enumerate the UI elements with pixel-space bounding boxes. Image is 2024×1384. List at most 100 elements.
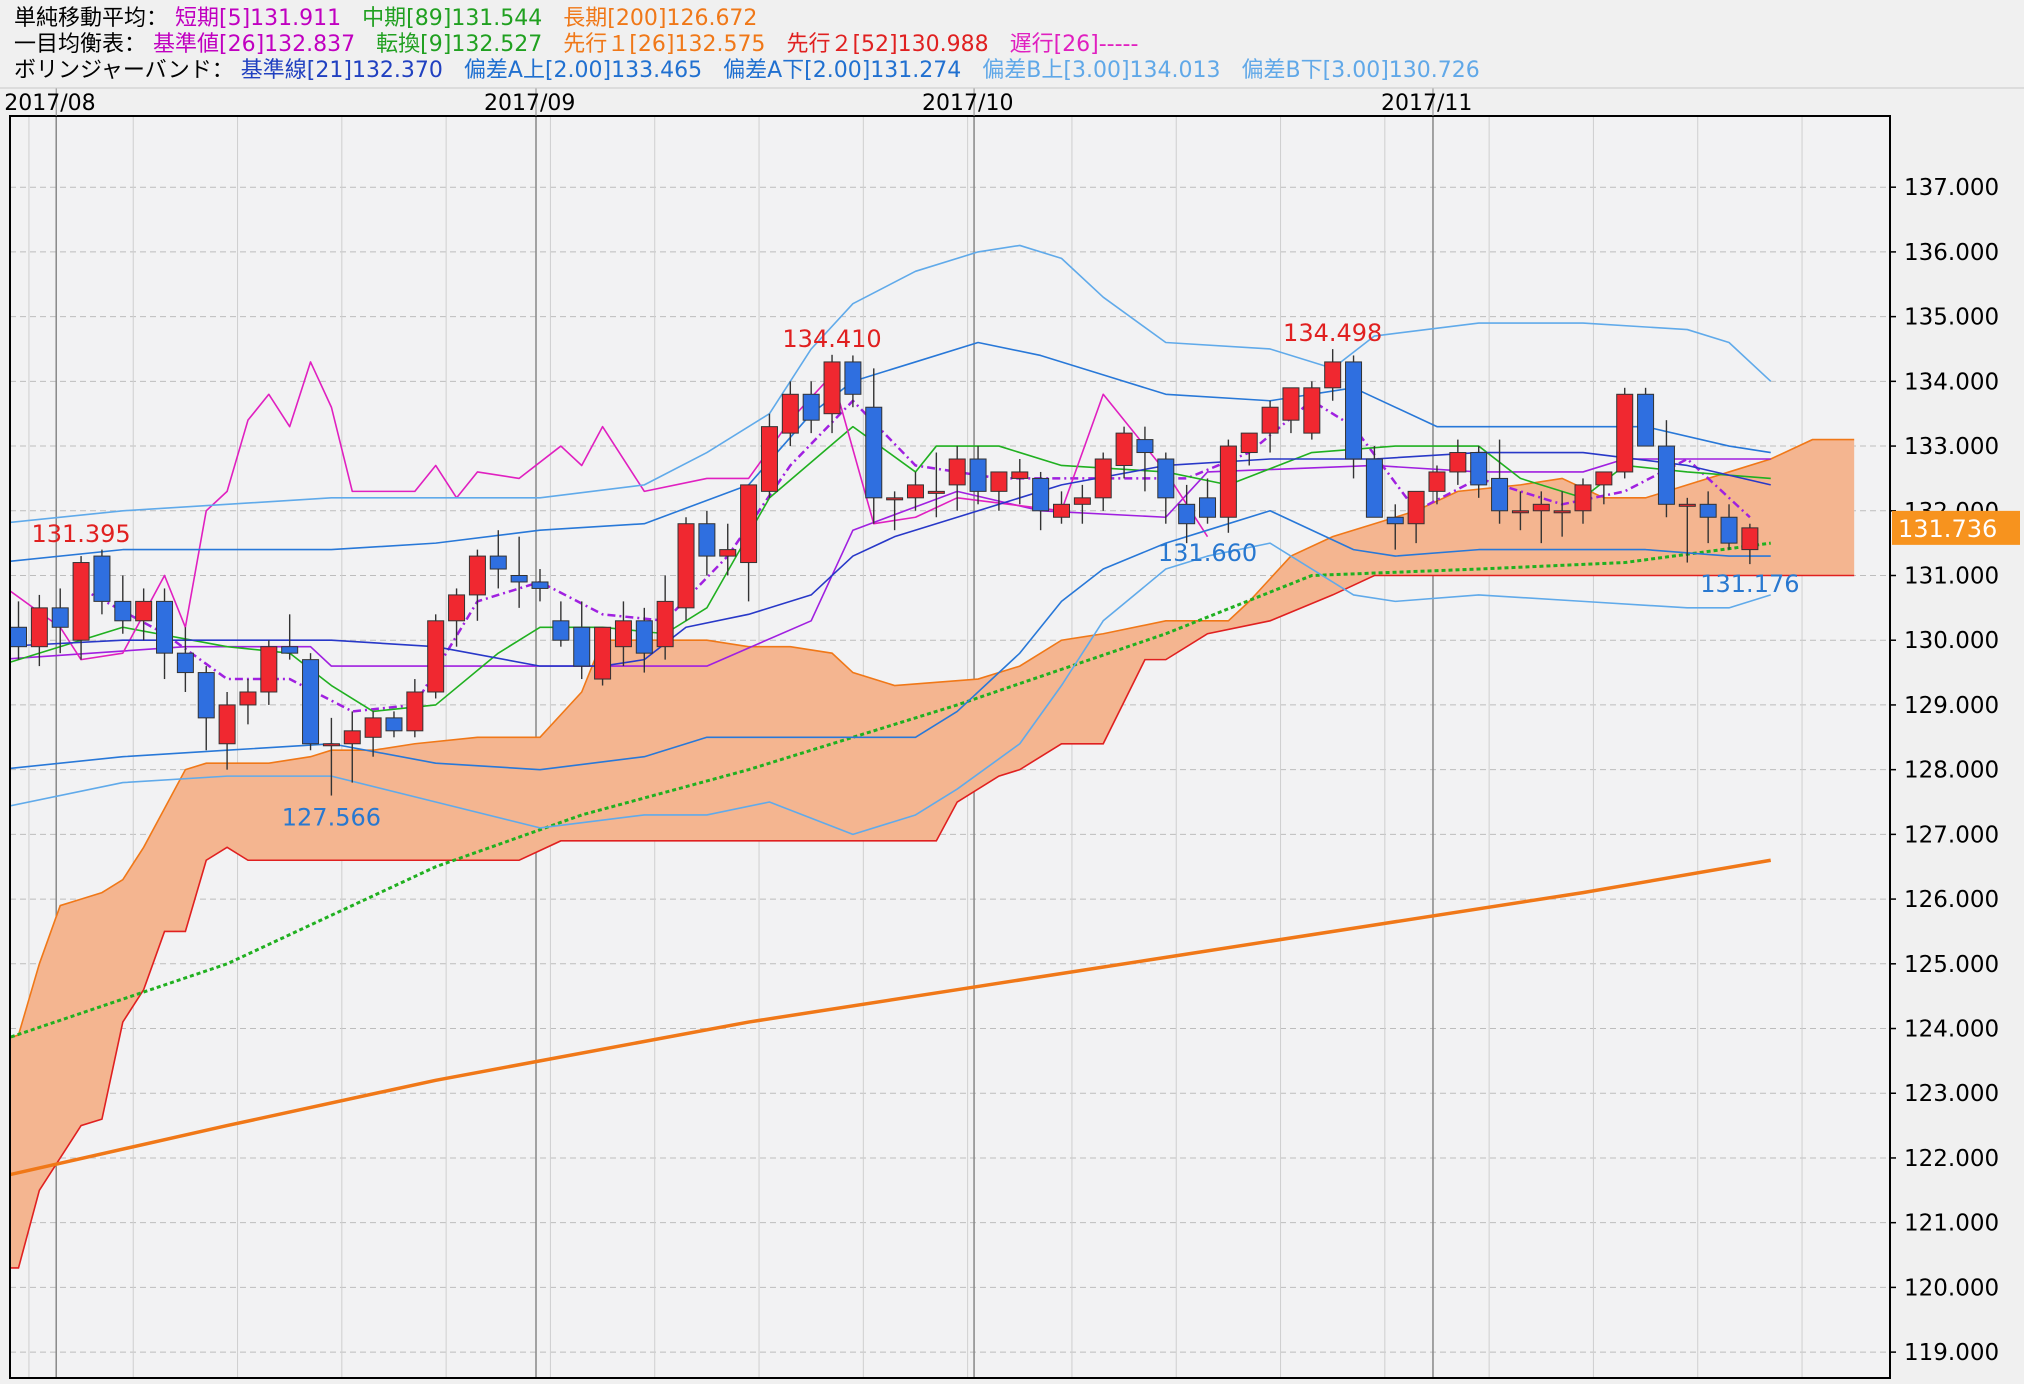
candle-body (1136, 439, 1154, 454)
legend-ichimoku-chikou: 遅行[26]----- (1009, 32, 1139, 57)
price-annotation: 134.498 (1283, 319, 1382, 347)
candle-body (573, 626, 591, 667)
plot-layer: 131.395 127.566 134.410 131.660 134.498 131.1… (11, 117, 1889, 1377)
candle-body (343, 730, 361, 745)
candle-body (1032, 477, 1050, 512)
candle-body (1616, 393, 1634, 473)
candle-body (1094, 458, 1112, 499)
candle-body (1657, 445, 1675, 505)
candle-body (385, 717, 403, 732)
candle-body (302, 659, 320, 745)
candle-body (260, 646, 278, 693)
price-tick-label: 126.000 (1904, 887, 1999, 913)
candle-body (1720, 516, 1738, 544)
candle-body (156, 600, 174, 654)
line-bb-a-up (11, 341, 1771, 562)
price-tick-label: 128.000 (1904, 758, 1999, 784)
candle-body (197, 672, 215, 719)
senkou-span-b-line (11, 574, 1855, 1269)
candle-body (1595, 471, 1613, 486)
price-tick-label: 120.000 (1904, 1275, 1999, 1301)
legend-sma-label: 単純移動平均： (14, 6, 169, 31)
candle-body (614, 620, 632, 648)
legend-sma-short: 短期[5]131.911 (175, 6, 342, 31)
legend-ichimoku: 一目均衡表： 基準値[26]132.837 転換[9]132.527 先行１[2… (14, 32, 1152, 58)
candle-body (427, 620, 445, 693)
candle-body (1303, 387, 1321, 434)
price-tick-label: 123.000 (1904, 1081, 1999, 1107)
legend-bollinger-a-lower: 偏差A下[2.00]131.274 (723, 58, 962, 83)
candle-body (740, 484, 758, 564)
candle-body (990, 471, 1008, 492)
month-label: 2017/11 (1381, 91, 1472, 116)
legend-sma-mid: 中期[89]131.544 (362, 6, 543, 31)
candle-body (239, 691, 257, 706)
price-tick-label: 124.000 (1904, 1017, 1999, 1043)
line-sma-mid (11, 541, 1771, 1039)
candle-body (1282, 387, 1300, 421)
candle-body (865, 406, 883, 499)
line-bb-b-up (11, 244, 1772, 524)
candle-body (364, 717, 382, 738)
candle-body (594, 626, 612, 680)
candle-body (135, 600, 153, 622)
candle-body (1073, 497, 1091, 505)
legend-bollinger-a-upper: 偏差A上[2.00]133.465 (463, 58, 703, 83)
candle-body (30, 607, 48, 648)
candle-body (1219, 445, 1237, 518)
price-annotation: 131.395 (31, 520, 130, 548)
candle-body (760, 426, 778, 492)
price-annotation: 131.176 (1700, 570, 1799, 598)
candle-body (406, 691, 424, 732)
candle-body (927, 490, 945, 494)
candle-body (906, 484, 924, 499)
candle-body (1199, 497, 1217, 518)
candle-body (1011, 471, 1029, 479)
candle-body (635, 620, 653, 654)
legend-bollinger-b-lower: 偏差B下[3.00]130.726 (1241, 58, 1480, 83)
legend-ichimoku-kijun: 基準値[26]132.837 (153, 32, 356, 57)
price-tick-label: 131.000 (1904, 563, 1999, 589)
current-price-label: 131.736 (1898, 515, 1997, 543)
candle-body (948, 458, 966, 486)
month-label: 2017/09 (484, 91, 575, 116)
legend-bollinger-mid: 基準線[21]132.370 (240, 58, 443, 83)
ichimoku-cloud (11, 439, 1855, 1268)
candle-body (1491, 477, 1509, 512)
legend-bollinger-b-upper: 偏差B上[3.00]134.013 (982, 58, 1221, 83)
candle-body (1470, 452, 1488, 486)
candle-body (1324, 361, 1342, 389)
legend-sma-long: 長期[200]126.672 (563, 6, 758, 31)
candle-body (1637, 393, 1655, 447)
line-sma-long (11, 858, 1772, 1177)
price-tick-label: 134.000 (1904, 369, 1999, 395)
candle-body (114, 600, 132, 622)
candle-body (552, 620, 570, 641)
candle-body (322, 743, 340, 747)
legend-sma: 単純移動平均： 短期[5]131.911 中期[89]131.544 長期[20… (14, 6, 771, 32)
price-tick-label: 136.000 (1904, 240, 1999, 266)
month-label: 2017/08 (4, 91, 95, 116)
candle-body (93, 555, 111, 602)
candle-body (656, 600, 674, 648)
line-bb-mid (11, 451, 1771, 667)
candle-body (1741, 527, 1759, 551)
candle-body (531, 581, 549, 589)
legend-ichimoku-senkou1: 先行１[26]132.575 (563, 32, 766, 57)
price-tick-label: 122.000 (1904, 1146, 1999, 1172)
legend-ichimoku-senkou2: 先行２[52]130.988 (786, 32, 989, 57)
candle-body (844, 361, 862, 395)
legend-ichimoku-tenkan: 転換[9]132.527 (376, 32, 543, 57)
price-tick-label: 133.000 (1904, 434, 1999, 460)
line-bb-a-low (11, 509, 1771, 771)
candle-body (1115, 432, 1133, 466)
candle-body (72, 562, 90, 641)
candle-body (1699, 503, 1717, 518)
price-annotation: 131.660 (1158, 539, 1257, 567)
candle-body (677, 523, 695, 609)
candle-body (886, 497, 904, 501)
candle-body (1178, 503, 1196, 525)
candle-body (1449, 452, 1467, 473)
candle-body (1345, 361, 1363, 460)
